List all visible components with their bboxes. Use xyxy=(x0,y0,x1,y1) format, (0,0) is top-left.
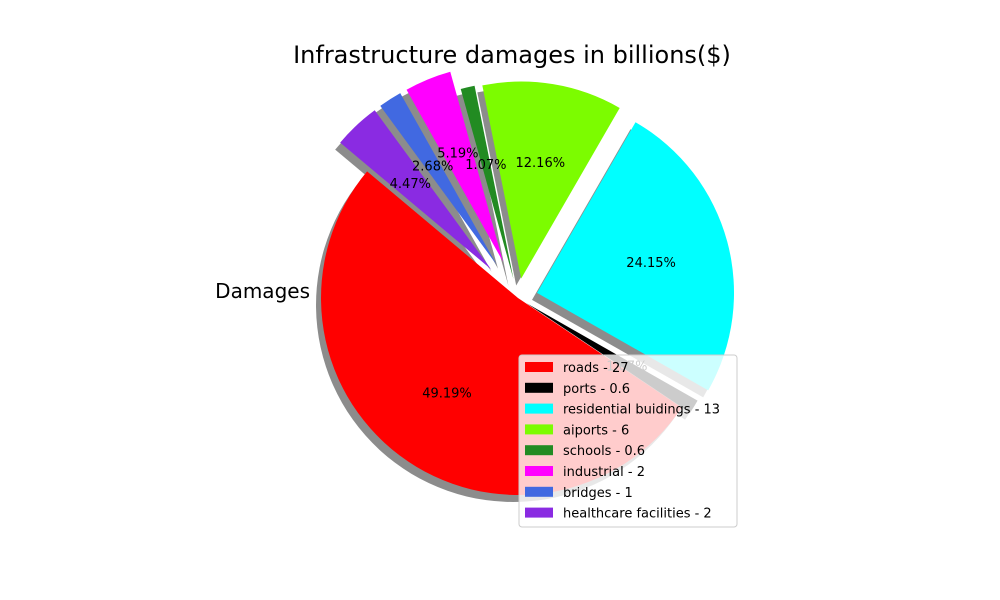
pie-slice xyxy=(460,85,514,279)
legend-label: industrial - 2 xyxy=(563,465,645,480)
legend-swatch xyxy=(525,403,553,414)
chart-title: Infrastructure damages in billions($) xyxy=(293,41,731,69)
legend-label: ports - 0.6 xyxy=(563,382,630,397)
legend-swatch xyxy=(525,486,553,497)
legend-swatch xyxy=(525,445,553,456)
legend-swatch xyxy=(525,382,553,393)
legend: roads - 27 ports - 0.6 residential buiding… xyxy=(518,354,738,528)
slice-shadow xyxy=(401,78,498,269)
percent-labels: 49.19%1.07%24.15%12.16%1.07%5.19%2.68%4.… xyxy=(390,146,676,401)
legend-label: aiports - 6 xyxy=(563,423,629,438)
y-axis-label: Damages xyxy=(215,279,310,303)
slice-percent-label: 5.19% xyxy=(437,146,478,161)
legend-label: bridges - 1 xyxy=(563,486,633,501)
legend-label: schools - 0.6 xyxy=(563,444,645,459)
legend-label: residential buidings - 13 xyxy=(563,403,720,418)
slice-percent-label: 24.15% xyxy=(626,256,676,271)
pie-slice xyxy=(406,71,503,262)
legend-swatch xyxy=(525,424,553,435)
pie-slice xyxy=(537,122,735,391)
slice-percent-label: 49.19% xyxy=(422,387,472,402)
slice-percent-label: 4.47% xyxy=(390,177,431,192)
legend-swatch xyxy=(525,507,553,518)
pie-slice xyxy=(482,81,620,279)
slice-percent-label: 12.16% xyxy=(516,156,566,171)
legend-swatch xyxy=(525,466,553,476)
pie-slice xyxy=(380,93,497,265)
legend-box xyxy=(518,354,738,528)
pie-slice xyxy=(340,110,492,270)
legend-swatch xyxy=(525,362,553,372)
slice-percent-label: 1.07% xyxy=(465,158,506,173)
legend-label: roads - 27 xyxy=(563,361,629,376)
slice-shadow xyxy=(375,100,492,272)
slice-percent-label: 2.68% xyxy=(412,160,453,175)
legend-label: healthcare facilities - 2 xyxy=(563,507,712,522)
